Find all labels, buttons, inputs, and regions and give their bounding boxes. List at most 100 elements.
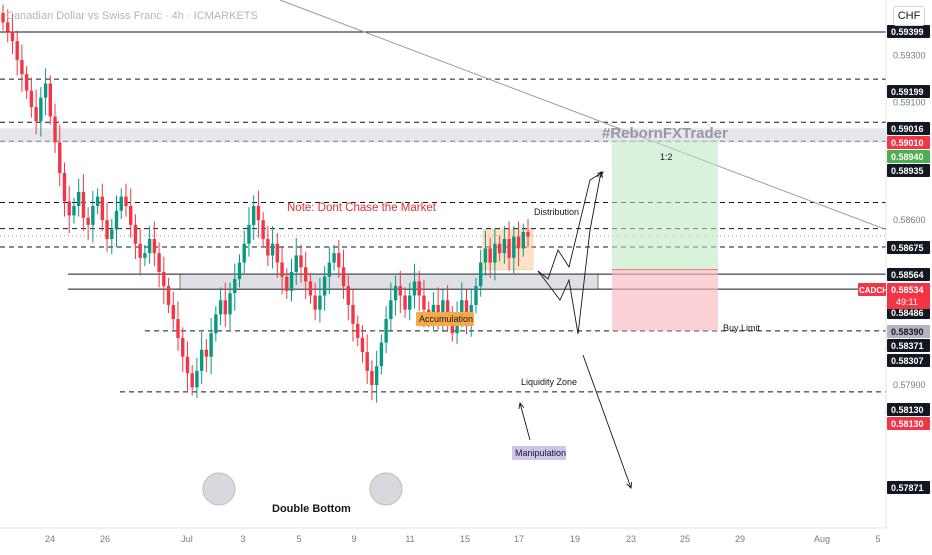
candle-body (86, 217, 90, 225)
candle-body (181, 337, 185, 357)
manipulation-label: Manipulation (515, 448, 566, 458)
price-label-bg (887, 339, 930, 352)
candle-body (81, 191, 86, 218)
price-label-red-bg (887, 136, 930, 149)
candle-body (497, 243, 502, 254)
candle-body (493, 243, 497, 263)
live-price-bg (887, 283, 930, 309)
candle-body (275, 243, 280, 263)
projection-path-retest (537, 171, 602, 335)
price-label-green-bg (887, 150, 930, 163)
candle-body (327, 262, 332, 277)
time-tick: Jul (181, 534, 193, 544)
price-label-bg (887, 403, 930, 416)
currency-button[interactable]: CHF (893, 6, 925, 26)
candle-body (445, 300, 450, 315)
price-label: 0.58935 (891, 166, 924, 176)
candle-body (204, 349, 209, 357)
candle-body (360, 337, 365, 353)
candle-body (374, 366, 379, 386)
candle-body (105, 220, 109, 240)
candle-body (318, 295, 322, 310)
candle-body (48, 83, 52, 117)
time-tick: 26 (100, 534, 110, 544)
watermark: #RebornFXTrader (602, 125, 728, 142)
candle-body (370, 370, 374, 386)
stop-zone (612, 269, 718, 331)
candle-body (356, 323, 360, 338)
candle-body (441, 300, 445, 317)
candle-body (143, 253, 147, 258)
candle-body (20, 60, 24, 75)
price-label: 0.59199 (891, 87, 924, 97)
price-label-bg (887, 85, 930, 98)
price-label-bg (887, 25, 930, 38)
candle-body (507, 239, 511, 258)
chart-title: Canadian Dollar vs Swiss Franc · 4h · IC… (6, 10, 258, 22)
candle-body (209, 333, 213, 357)
candle-body (214, 314, 218, 334)
candle-body (351, 304, 355, 324)
candle-body (436, 304, 440, 317)
candle-body (67, 201, 71, 216)
double-bottom-label: Double Bottom (272, 503, 351, 515)
candle-body (313, 295, 317, 310)
candle-body (408, 295, 412, 310)
price-tick: 0.59100 (893, 97, 926, 107)
liquidity-zone-box (179, 273, 599, 290)
candle-body (304, 267, 308, 282)
price-label-green: 0.58940 (891, 152, 924, 162)
candle-body (233, 279, 237, 294)
time-tick: 5 (296, 534, 301, 544)
price-label-bg (887, 481, 930, 494)
candle-body (223, 300, 227, 315)
candle-body (190, 373, 194, 388)
candle-body (512, 236, 516, 258)
price-label-gray-bg (887, 325, 930, 338)
candle-body (389, 300, 393, 320)
price-label-bg (887, 164, 930, 177)
time-tick: 5 (875, 534, 880, 544)
time-tick: 3 (240, 534, 245, 544)
time-tick: 17 (514, 534, 524, 544)
candle-body (341, 267, 346, 287)
candle-body (332, 253, 336, 263)
price-label: 0.58307 (891, 356, 924, 366)
candle-body (365, 352, 369, 371)
candle-body (147, 239, 152, 254)
candle-body (526, 231, 530, 237)
manipulation-tag (512, 446, 566, 460)
price-label-bg (887, 122, 930, 135)
price-label: 0.58486 (891, 308, 924, 318)
countdown: 49:11 (896, 297, 918, 307)
accumulation-tag (416, 312, 474, 326)
candle-body (162, 271, 166, 287)
risk-reward-label: 1:2 (660, 152, 673, 162)
candle-body (384, 319, 388, 343)
candle-body (398, 286, 402, 296)
candle-body (285, 276, 289, 291)
candle-body (166, 286, 171, 305)
candle-body (176, 319, 180, 338)
price-label-bg (887, 241, 930, 254)
candle-body (114, 210, 119, 230)
price-tick: 0.59300 (893, 50, 926, 60)
candle-body (337, 253, 341, 268)
note-text: Note: Dont Chase the Market (287, 202, 437, 214)
time-tick: 15 (460, 534, 470, 544)
time-tick: 24 (45, 534, 55, 544)
time-tick: 23 (626, 534, 636, 544)
candle-body (133, 224, 138, 244)
time-tick: 9 (351, 534, 356, 544)
candle-body (39, 97, 43, 122)
candle-body (280, 262, 284, 277)
double-bottom-circle (369, 472, 403, 506)
candle-body (294, 255, 298, 272)
candle-body (346, 286, 350, 305)
price-label: 0.58564 (891, 270, 924, 280)
target-zone (612, 140, 718, 270)
candle-body (95, 196, 100, 207)
price-label: 0.59399 (891, 27, 924, 37)
